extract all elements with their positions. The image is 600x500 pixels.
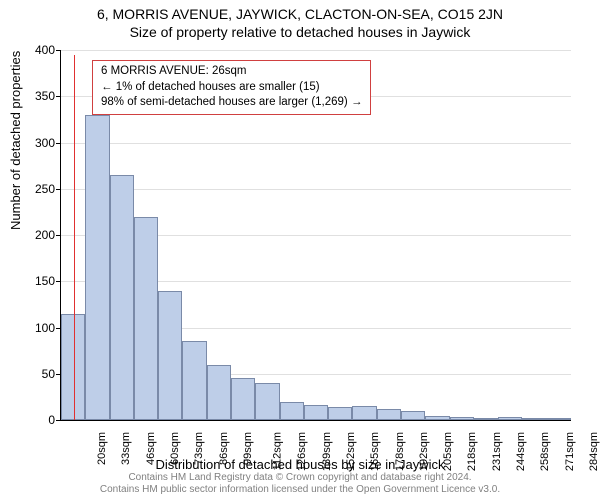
ytick-label: 50: [15, 367, 55, 381]
histogram-bar: [158, 291, 182, 421]
ytick-label: 300: [15, 136, 55, 150]
info-box: 6 MORRIS AVENUE: 26sqm← 1% of detached h…: [92, 60, 371, 115]
info-box-line-1: 6 MORRIS AVENUE: 26sqm: [101, 64, 362, 80]
histogram-bar: [547, 418, 571, 420]
ytick-label: 0: [15, 413, 55, 427]
xtick-label: 33sqm: [120, 432, 132, 465]
info-box-line-3: 98% of semi-detached houses are larger (…: [101, 95, 362, 111]
footer-line-2: Contains HM public sector information li…: [0, 484, 600, 496]
footer-attribution: Contains HM Land Registry data © Crown c…: [0, 472, 600, 496]
xtick-label: 86sqm: [218, 432, 230, 465]
xtick-label: 284sqm: [588, 432, 600, 471]
xtick-label: 178sqm: [394, 432, 406, 471]
ytick-label: 250: [15, 182, 55, 196]
xtick-label: 46sqm: [145, 432, 157, 465]
histogram-bar: [255, 383, 279, 420]
ytick-label: 400: [15, 43, 55, 57]
histogram-bar: [61, 314, 85, 420]
xtick-label: 126sqm: [297, 432, 309, 471]
page-title-address: 6, MORRIS AVENUE, JAYWICK, CLACTON-ON-SE…: [0, 0, 600, 22]
xtick-label: 205sqm: [442, 432, 454, 471]
xtick-label: 99sqm: [242, 432, 254, 465]
histogram-bar: [85, 115, 109, 420]
ytick-mark: [56, 235, 61, 236]
histogram-bar: [352, 406, 376, 420]
histogram-bar: [110, 175, 134, 420]
page-title-sub: Size of property relative to detached ho…: [0, 22, 600, 40]
ytick-mark: [56, 143, 61, 144]
xtick-label: 20sqm: [96, 432, 108, 465]
xtick-label: 139sqm: [321, 432, 333, 471]
ytick-label: 150: [15, 274, 55, 288]
subject-marker-line: [74, 55, 75, 420]
histogram-bar: [231, 378, 255, 420]
ytick-mark: [56, 50, 61, 51]
ytick-mark: [56, 189, 61, 190]
xtick-label: 271sqm: [564, 432, 576, 471]
histogram-bar: [207, 365, 231, 421]
xtick-label: 244sqm: [515, 432, 527, 471]
histogram-bar: [304, 405, 328, 420]
xtick-label: 258sqm: [539, 432, 551, 471]
histogram-bar: [450, 417, 474, 420]
histogram-bar: [377, 409, 401, 420]
xtick-label: 152sqm: [345, 432, 357, 471]
ytick-mark: [56, 281, 61, 282]
histogram-bar: [498, 417, 522, 420]
ytick-mark: [56, 96, 61, 97]
info-box-line-2: ← 1% of detached houses are smaller (15): [101, 80, 362, 96]
histogram-bar: [280, 402, 304, 421]
xtick-label: 165sqm: [369, 432, 381, 471]
footer-line-1: Contains HM Land Registry data © Crown c…: [0, 472, 600, 484]
histogram-bar: [328, 407, 352, 420]
grid-line: [61, 50, 571, 51]
histogram-bar: [182, 341, 206, 420]
grid-line: [61, 189, 571, 190]
ytick-mark: [56, 420, 61, 421]
histogram-bar: [522, 418, 546, 420]
histogram-bar: [425, 416, 449, 420]
grid-line: [61, 143, 571, 144]
histogram-bar: [401, 411, 425, 420]
xtick-label: 73sqm: [193, 432, 205, 465]
ytick-label: 200: [15, 228, 55, 242]
xtick-label: 60sqm: [169, 432, 181, 465]
xtick-label: 192sqm: [418, 432, 430, 471]
histogram-bar: [134, 217, 158, 421]
ytick-label: 350: [15, 89, 55, 103]
ytick-label: 100: [15, 321, 55, 335]
xtick-label: 112sqm: [271, 432, 283, 470]
histogram-bar: [474, 418, 498, 420]
xtick-label: 218sqm: [467, 432, 479, 471]
xtick-label: 231sqm: [491, 432, 503, 471]
